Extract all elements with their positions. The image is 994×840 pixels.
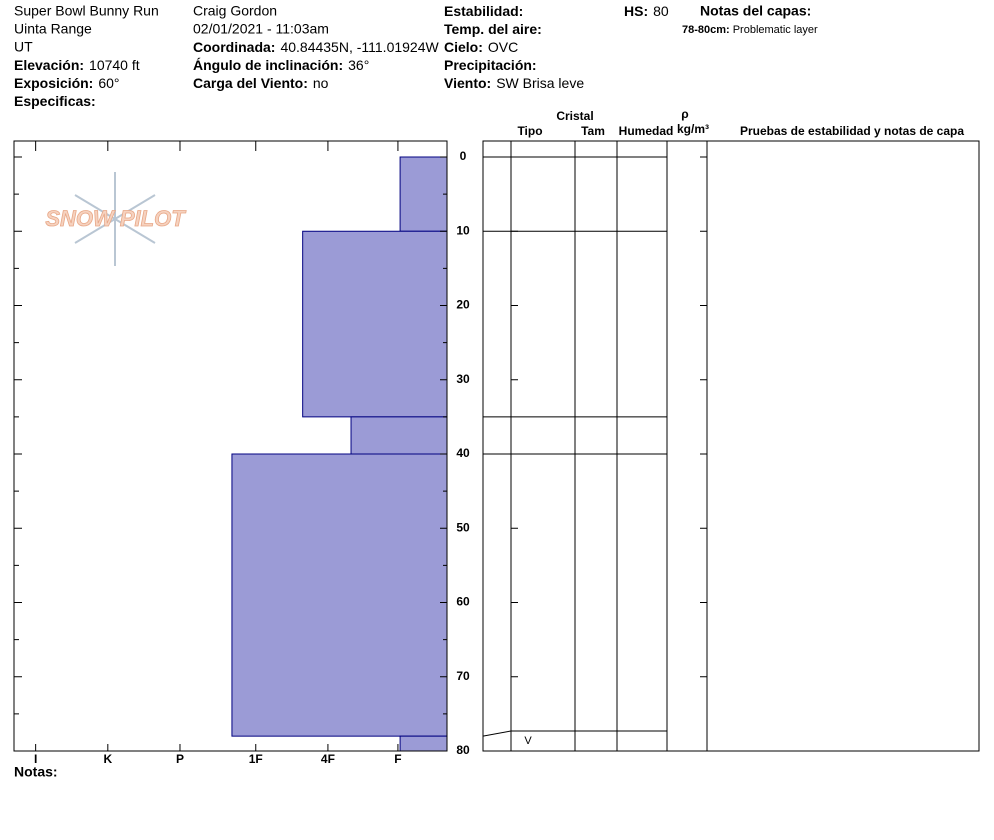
crystal-header: Cristal (556, 109, 593, 123)
field: Ángulo de inclinación: 36° (193, 57, 369, 73)
state: UT (14, 39, 33, 55)
y-tick-label: 60 (456, 595, 470, 609)
notes-label: Notas: (14, 764, 58, 780)
field-label: Precipitación: (444, 57, 537, 73)
field-value: OVC (488, 39, 518, 55)
hardness-bar (399, 735, 448, 752)
observer: Craig Gordon (193, 3, 277, 19)
field-label: HS: (624, 3, 648, 19)
field-label: Cielo: (444, 39, 483, 55)
field: Elevación: 10740 ft (14, 57, 140, 73)
hardness-bar (399, 156, 448, 232)
density-symbol: ρ (681, 107, 688, 121)
x-tick-label: F (394, 752, 401, 766)
y-tick-label: 50 (456, 520, 470, 534)
field: Carga del Viento: no (193, 75, 329, 91)
field-value: 40.84435N, -111.01924W (280, 39, 439, 55)
column-header: Humedad (619, 124, 674, 138)
x-tick-label: P (176, 752, 184, 766)
field: Temp. del aire: (444, 21, 542, 37)
field: Precipitación: (444, 57, 537, 73)
field-value: 36° (348, 57, 369, 73)
hardness-bar (231, 453, 448, 737)
logo-snowflake (74, 172, 156, 266)
field-value: 60° (98, 75, 119, 91)
column-header: Tipo (517, 124, 542, 138)
table-frame (482, 140, 980, 752)
x-tick-label: K (103, 752, 112, 766)
field: Exposición: 60° (14, 75, 120, 91)
x-tick-label: 1F (249, 752, 263, 766)
layer-note-label: 78-80cm: (682, 24, 730, 36)
field: Coordinada: 40.84435N, -111.01924W (193, 39, 439, 55)
field: Especificas: (14, 93, 96, 109)
logo: SNOW PILOT (45, 206, 186, 231)
field: HS: 80 (624, 3, 669, 19)
range: Uinta Range (14, 21, 92, 37)
field-label: Coordinada: (193, 39, 275, 55)
field: Estabilidad: (444, 3, 523, 19)
field-label: Elevación: (14, 57, 84, 73)
field-label: Estabilidad: (444, 3, 523, 19)
y-tick-label: 0 (460, 149, 467, 163)
tests-header: Pruebas de estabilidad y notas de capa (740, 124, 964, 138)
grain-type: V (524, 735, 532, 747)
field-value: 80 (653, 3, 669, 19)
x-tick-label: 4F (321, 752, 335, 766)
field-label: Exposición: (14, 75, 93, 91)
density-unit: kg/m³ (677, 122, 709, 136)
field-value: SW Brisa leve (496, 75, 584, 91)
x-tick-label: I (34, 752, 37, 766)
field-label: Carga del Viento: (193, 75, 308, 91)
site: Super Bowl Bunny Run (14, 3, 159, 19)
y-tick-label: 70 (456, 669, 470, 683)
y-tick-label: 40 (456, 446, 470, 460)
field-label: Especificas: (14, 93, 96, 109)
date: 02/01/2021 - 11:03am (193, 21, 329, 37)
field-label: Ángulo de inclinación: (193, 57, 343, 73)
y-tick-label: 20 (456, 298, 470, 312)
layer-boundary (482, 730, 512, 737)
layer-note-text: Problematic layer (733, 24, 818, 36)
hardness-bar (350, 416, 448, 455)
layer-note: 78-80cm: Problematic layer (682, 24, 818, 36)
field-value: 10740 ft (89, 57, 140, 73)
y-tick-label: 80 (456, 743, 470, 757)
plot-frame (13, 140, 448, 752)
y-tick-label: 10 (456, 223, 470, 237)
y-tick-label: 30 (456, 372, 470, 386)
field: Viento: SW Brisa leve (444, 75, 584, 91)
field-label: Viento: (444, 75, 491, 91)
field: Cielo: OVC (444, 39, 518, 55)
hardness-bar (302, 230, 448, 418)
layer-notes-title: Notas del capas: (700, 3, 811, 19)
field-label: Temp. del aire: (444, 21, 542, 37)
field-value: no (313, 75, 329, 91)
column-header: Tam (581, 124, 605, 138)
